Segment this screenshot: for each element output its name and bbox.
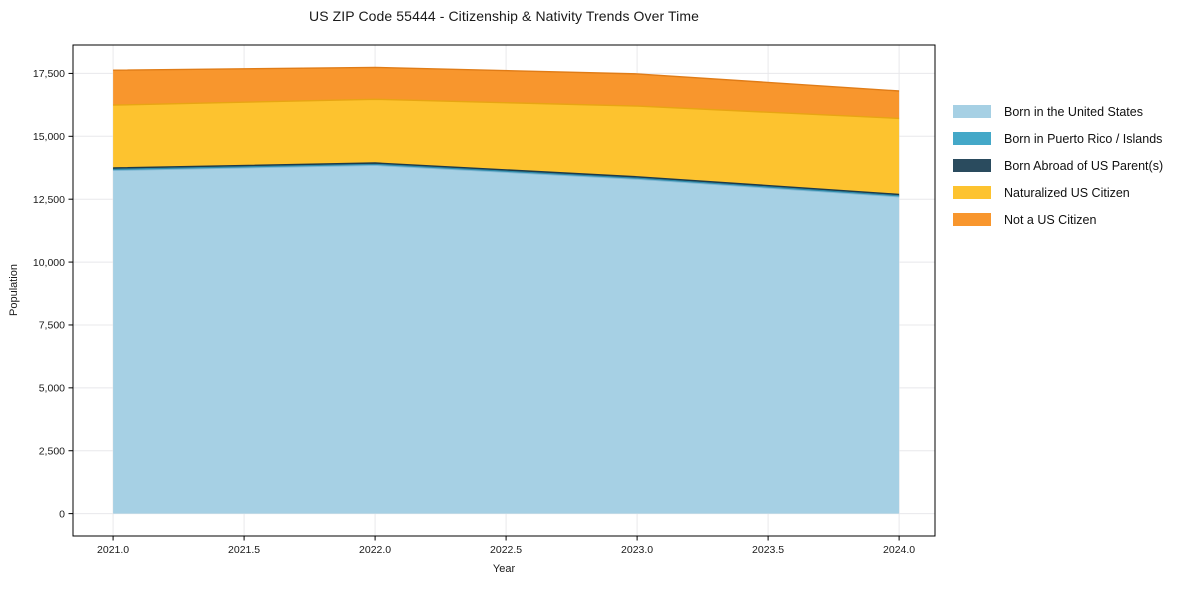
y-tick-label: 0 [59,508,65,520]
legend: Born in the United States Born in Puerto … [953,98,1163,233]
y-tick-label: 12,500 [33,194,65,206]
y-tick-label: 17,500 [33,68,65,80]
area-series-3 [113,99,900,195]
area-series-4 [113,67,900,119]
x-tick-label: 2023.5 [752,544,784,556]
legend-item-label: Not a US Citizen [1004,212,1097,227]
chart-title: US ZIP Code 55444 - Citizenship & Nativi… [308,8,700,24]
legend-swatch-icon [953,105,991,118]
x-axis-label: Year [492,563,516,575]
legend-item: Born Abroad of US Parent(s) [953,152,1163,179]
y-tick-label: 15,000 [33,131,65,143]
legend-item-label: Born Abroad of US Parent(s) [1004,158,1164,173]
x-tick-label: 2022.0 [359,544,391,556]
legend-item-label: Naturalized US Citizen [1004,185,1130,200]
area-edge-1 [113,163,900,197]
legend-item: Born in Puerto Rico / Islands [953,125,1163,152]
x-tick-label: 2024.0 [883,544,915,556]
area-series-0 [113,165,900,514]
y-tick-label: 7,500 [39,320,65,332]
legend-swatch-icon [953,159,991,172]
legend-item: Not a US Citizen [953,206,1163,233]
x-tick-label: 2021.0 [97,544,129,556]
y-axis-label: Population [8,264,20,316]
x-tick-label: 2022.5 [490,544,522,556]
legend-item-label: Born in the United States [1004,104,1143,119]
legend-item: Born in the United States [953,98,1163,125]
legend-swatch-icon [953,213,991,226]
area-edge-2 [113,162,900,196]
legend-item-label: Born in Puerto Rico / Islands [1004,131,1163,146]
area-edge-4 [113,66,900,92]
area-edge-3 [113,98,900,120]
x-tick-label: 2021.5 [228,544,260,556]
legend-item: Naturalized US Citizen [953,179,1163,206]
y-tick-label: 5,000 [39,383,65,395]
legend-swatch-icon [953,186,991,199]
x-tick-label: 2023.0 [621,544,653,556]
legend-swatch-icon [953,132,991,145]
y-tick-label: 2,500 [39,445,65,457]
plot-border [72,44,936,537]
y-tick-label: 10,000 [33,257,65,269]
area-edge-0 [113,164,900,198]
